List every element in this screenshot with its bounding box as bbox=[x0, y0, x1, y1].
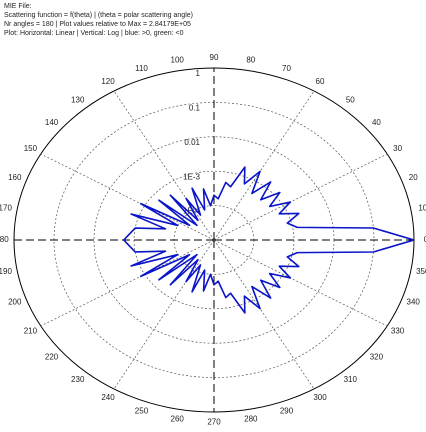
theta-tick-label: 290 bbox=[280, 406, 294, 415]
theta-tick-label: 170 bbox=[0, 203, 12, 212]
subtitle: Plot: Horizontal: Linear | Vertical: Log… bbox=[4, 30, 184, 37]
theta-tick-label: 240 bbox=[101, 393, 115, 402]
grid-spoke bbox=[40, 153, 215, 241]
scattering-curve bbox=[123, 166, 415, 241]
theta-tick-label: 70 bbox=[282, 64, 291, 73]
theta-tick-label: 330 bbox=[391, 326, 405, 335]
theta-tick-label: 30 bbox=[393, 144, 402, 153]
grid-spoke bbox=[113, 90, 215, 241]
theta-tick-label: 270 bbox=[207, 417, 221, 426]
theta-tick-label: 310 bbox=[344, 375, 358, 384]
theta-tick-label: 280 bbox=[244, 415, 258, 424]
r-tick-label: 1E-3 bbox=[183, 172, 200, 181]
grid-spoke bbox=[40, 239, 215, 327]
theta-tick-label: 320 bbox=[370, 352, 384, 361]
grid-spoke bbox=[213, 153, 388, 241]
theta-tick-label: 0 bbox=[424, 235, 426, 244]
theta-tick-label: 40 bbox=[372, 118, 381, 127]
theta-tick-label: 140 bbox=[45, 118, 59, 127]
grid-spoke bbox=[213, 239, 315, 390]
theta-tick-label: 220 bbox=[45, 352, 59, 361]
grid-spoke bbox=[213, 239, 388, 327]
theta-tick-label: 200 bbox=[8, 297, 22, 306]
theta-tick-label: 300 bbox=[313, 393, 327, 402]
theta-tick-label: 260 bbox=[171, 415, 185, 424]
theta-tick-label: 80 bbox=[246, 56, 255, 65]
theta-tick-label: 60 bbox=[316, 77, 325, 86]
theta-tick-label: 150 bbox=[24, 144, 38, 153]
grid-spoke bbox=[113, 239, 215, 390]
theta-tick-label: 210 bbox=[24, 326, 38, 335]
theta-tick-label: 340 bbox=[407, 297, 421, 306]
subtitle: Scattering function = f(theta) | (theta … bbox=[4, 12, 193, 19]
theta-tick-label: 10 bbox=[418, 203, 426, 212]
r-tick-label: 1E-4 bbox=[183, 207, 200, 216]
scattering-curve bbox=[123, 239, 415, 314]
r-tick-label: 0.1 bbox=[189, 104, 201, 113]
theta-tick-label: 110 bbox=[135, 64, 148, 73]
theta-tick-label: 190 bbox=[0, 267, 12, 276]
theta-tick-label: 120 bbox=[101, 77, 115, 86]
theta-tick-label: 250 bbox=[135, 406, 149, 415]
subtitle: Nr angles = 180 | Plot values relative t… bbox=[4, 21, 191, 28]
theta-tick-label: 130 bbox=[71, 95, 85, 104]
chart-title: MIE File: bbox=[4, 3, 32, 10]
theta-tick-label: 160 bbox=[8, 173, 22, 182]
theta-tick-label: 50 bbox=[346, 95, 355, 104]
theta-tick-label: 230 bbox=[71, 375, 85, 384]
theta-tick-label: 20 bbox=[409, 173, 418, 182]
theta-tick-label: 100 bbox=[171, 56, 185, 65]
theta-tick-label: 90 bbox=[210, 53, 219, 62]
r-tick-label: 1 bbox=[196, 69, 201, 78]
grid-spoke bbox=[213, 90, 315, 241]
theta-tick-label: 180 bbox=[0, 235, 9, 244]
r-tick-label: 0.01 bbox=[184, 138, 200, 147]
theta-tick-label: 350 bbox=[416, 267, 426, 276]
